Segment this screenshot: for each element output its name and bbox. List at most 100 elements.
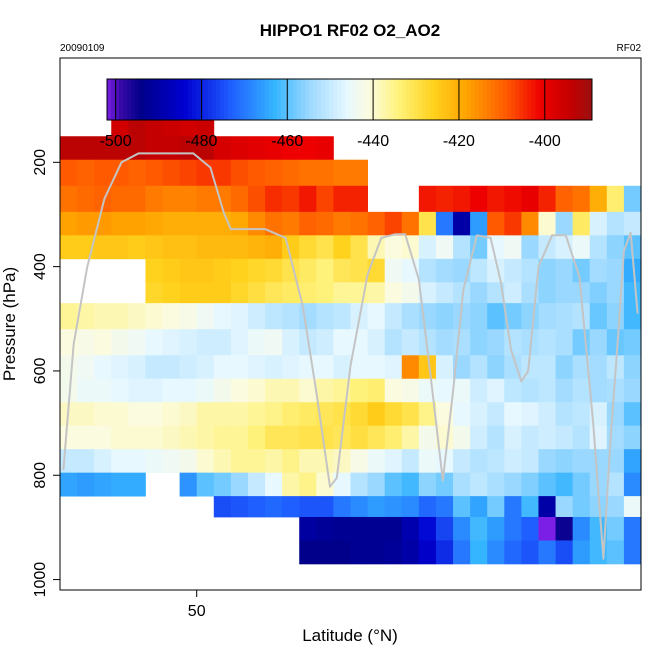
heatmap-cell <box>213 449 232 474</box>
heatmap-cell <box>538 496 556 518</box>
heatmap-cell <box>435 329 454 356</box>
heatmap-cell <box>230 378 249 403</box>
heatmap-cell <box>487 282 505 304</box>
colorbar-tick-label: -460 <box>271 133 303 150</box>
heatmap-cell <box>282 282 300 304</box>
heatmap-cell <box>538 540 556 565</box>
colorbar-segment <box>531 79 536 120</box>
heatmap-cell <box>555 425 574 450</box>
colorbar-segment <box>163 79 169 120</box>
heatmap-cell <box>230 282 249 304</box>
heatmap-cell <box>60 136 78 161</box>
colorbar-tick-label: -500 <box>100 133 132 150</box>
heatmap-cell <box>384 425 403 450</box>
colorbar-segment <box>224 79 229 120</box>
heatmap-cell <box>401 355 420 380</box>
heatmap-cell <box>401 402 420 427</box>
heatmap-cell <box>179 449 198 474</box>
heatmap-cell <box>418 329 437 356</box>
heatmap-cell <box>179 425 198 450</box>
heatmap-cell <box>282 355 300 380</box>
heatmap-cell <box>470 496 488 518</box>
heatmap-cell <box>247 496 266 518</box>
colorbar-segment <box>519 79 524 120</box>
heatmap-cell <box>162 303 181 330</box>
heatmap-cell <box>384 258 403 283</box>
heatmap-cell <box>94 329 112 356</box>
heatmap-cell <box>230 159 249 187</box>
heatmap-cell <box>453 472 471 497</box>
heatmap-cell <box>367 378 386 403</box>
heatmap-cell <box>282 402 300 427</box>
heatmap-cell <box>299 402 317 427</box>
colorbar-segment <box>292 79 298 120</box>
heatmap-cell <box>521 540 539 565</box>
heatmap-cell <box>299 211 317 236</box>
heatmap-cell <box>367 516 386 541</box>
colorbar-segment <box>191 79 197 120</box>
heatmap-cell <box>299 136 317 161</box>
colorbar-segment <box>523 79 528 120</box>
heatmap-cell <box>230 185 249 213</box>
colorbar-segment <box>325 79 330 120</box>
heatmap-cell <box>470 329 488 356</box>
colorbar-segment <box>329 79 334 120</box>
heatmap-cell <box>77 159 95 187</box>
heatmap-cell <box>196 329 215 356</box>
heatmap-cell <box>350 496 368 518</box>
heatmap-cell <box>555 496 574 518</box>
colorbar-segment <box>260 79 266 120</box>
heatmap-cell <box>538 516 556 541</box>
heatmap-cell <box>162 355 181 380</box>
heatmap-cell <box>350 472 368 497</box>
heatmap-cell <box>418 449 437 474</box>
x-axis: 50 <box>188 590 206 620</box>
heatmap-cell <box>435 282 454 304</box>
heatmap-cell <box>299 185 317 213</box>
colorbar-segment <box>583 79 589 120</box>
heatmap-cell <box>453 378 471 403</box>
heatmap-cell <box>435 211 454 236</box>
colorbar-tick-label: -480 <box>185 133 217 150</box>
heatmap-cell <box>230 355 249 380</box>
colorbar-segment <box>579 79 585 120</box>
heatmap-cell <box>111 472 129 497</box>
colorbar-segment <box>486 79 492 120</box>
heatmap-cell <box>213 159 232 187</box>
heatmap-cell <box>213 136 232 161</box>
heatmap-cell <box>145 355 163 380</box>
heatmap-cell <box>623 211 642 236</box>
heatmap-cell <box>299 235 317 260</box>
heatmap-cell <box>418 258 437 283</box>
heatmap-cell <box>299 159 317 187</box>
heatmap-cell <box>128 425 146 450</box>
heatmap-cell <box>555 303 574 330</box>
heatmap-cell <box>384 449 403 474</box>
heatmap-cell <box>384 540 403 565</box>
heatmap-cell <box>282 496 300 518</box>
heatmap-cell <box>589 449 608 474</box>
heatmap-cell <box>162 258 181 283</box>
colorbar-segment <box>458 79 464 120</box>
heatmap-cell <box>504 540 522 565</box>
heatmap-cell <box>589 329 608 356</box>
heatmap-cell <box>196 211 215 236</box>
heatmap-cell <box>521 449 539 474</box>
heatmap-cell <box>384 235 403 260</box>
heatmap-cell <box>111 425 129 450</box>
heatmap-cell <box>435 516 454 541</box>
heatmap-cell <box>623 496 642 518</box>
heatmap-cell <box>265 425 283 450</box>
heatmap-cell <box>230 303 249 330</box>
colorbar-segment <box>353 79 359 120</box>
y-tick-label: 800 <box>32 462 49 489</box>
heatmap-cell <box>247 425 266 450</box>
heatmap-cell <box>504 303 522 330</box>
colorbar-segment <box>539 79 544 120</box>
heatmap-cell <box>453 211 471 236</box>
heatmap-cell <box>623 540 642 565</box>
heatmap-cell <box>265 402 283 427</box>
heatmap-cell <box>299 516 317 541</box>
heatmap-cell <box>589 425 608 450</box>
heatmap-cell <box>162 235 181 260</box>
